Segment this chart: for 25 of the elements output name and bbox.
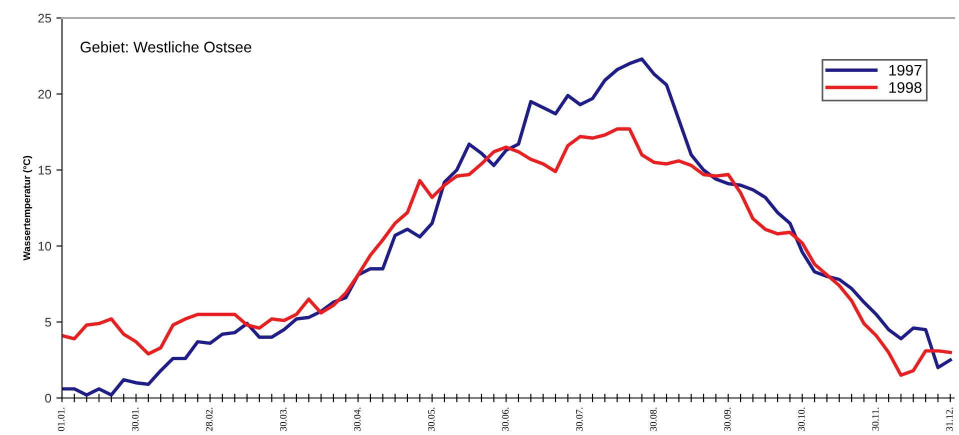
- x-tick-label: 30.04.: [354, 408, 361, 431]
- y-tick-label: 20: [38, 90, 52, 99]
- y-tick-label: 5: [45, 318, 52, 327]
- x-tick-label: 30.07.: [576, 408, 583, 431]
- x-tick-label: 30.08.: [650, 408, 657, 431]
- x-tick-label: 28.02.: [206, 408, 213, 431]
- x-tick-label: 30.10.: [798, 408, 805, 431]
- legend-label: 1997: [889, 64, 922, 76]
- x-tick-label: 31.12.: [946, 408, 953, 431]
- x-tick-label: 30.01.: [132, 408, 138, 431]
- y-tick-label: 15: [38, 166, 52, 175]
- y-tick-label: 10: [38, 242, 52, 251]
- line-series: [62, 57, 952, 397]
- y-tick-label: 25: [38, 14, 52, 23]
- y-axis-title: Wassertemperatur (°C): [23, 156, 32, 261]
- x-tick-label: 30.05.: [428, 408, 435, 431]
- x-tick-label: 30.03.: [280, 408, 287, 431]
- annotation: Gebiet: Westliche Ostsee: [80, 41, 252, 52]
- x-tick-label: 30.06.: [502, 408, 509, 431]
- x-tick-label: 30.11.: [872, 408, 879, 431]
- x-tick-label: 30.09.: [724, 408, 731, 431]
- legend-label: 1998: [889, 82, 922, 93]
- y-tick-label: 0: [45, 394, 52, 403]
- line-series: [62, 127, 952, 377]
- x-tick-label: 01.01.: [58, 408, 64, 431]
